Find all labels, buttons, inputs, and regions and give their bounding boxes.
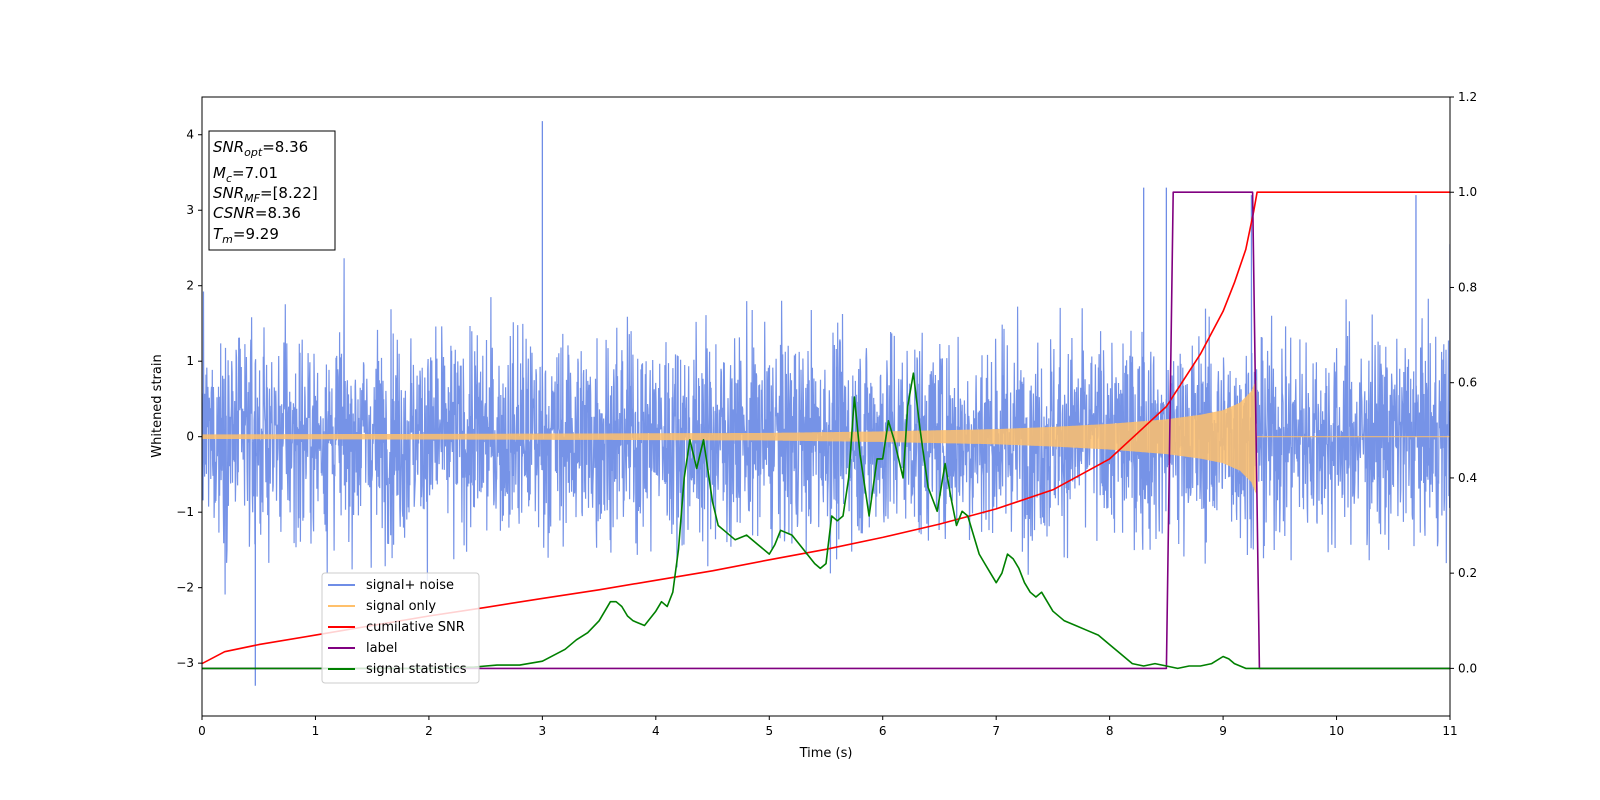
x-tick-label: 10 (1329, 724, 1344, 738)
legend-entry-label: signal statistics (366, 662, 467, 677)
axes: 0 1 2 3 4 5 6 7 8 9 10 11 −3 −2 −1 0 1 2 3 4 0.0 0.2 0.4 0.6 0.8… (176, 90, 1477, 738)
y-tick-label: −3 (176, 656, 194, 670)
info-sub: m (222, 233, 233, 246)
y2-tick-label: 0.4 (1458, 471, 1477, 485)
info-snr-opt: SNRopt=8.36 (213, 138, 308, 159)
y2-tick-label: 0.8 (1458, 280, 1477, 294)
y2-tick-label: 1.2 (1458, 90, 1477, 104)
y-tick-label: 2 (186, 279, 194, 293)
info-var: SNR (213, 138, 244, 156)
info-var: CSNR (213, 204, 255, 222)
info-mc: Mc=7.01 (213, 164, 278, 185)
info-csnr: CSNR=8.36 (213, 204, 301, 222)
x-tick-label: 9 (1219, 724, 1227, 738)
legend-entry-label: cumilative SNR (366, 620, 465, 635)
series-signal-statistics (202, 372, 1450, 670)
legend-entry-label: label (366, 641, 397, 656)
series-signal-noise (202, 258, 1450, 595)
info-sub: opt (244, 146, 263, 159)
plot-frame (201, 96, 1451, 717)
legend-frame (321, 572, 480, 684)
y-tick-label: 1 (186, 354, 194, 368)
info-sub: c (226, 172, 232, 185)
info-sub: MF (244, 192, 260, 205)
info-value: =9.29 (233, 225, 279, 243)
x-axis-label: Time (s) (799, 746, 853, 761)
legend: signal+ noise signal only cumilative SNR la… (321, 572, 480, 684)
x-tick-label: 6 (879, 724, 887, 738)
y-tick-label: −1 (176, 505, 194, 519)
x-tick-label: 0 (198, 724, 206, 738)
info-value: =[8.22] (260, 184, 318, 202)
y-tick-label: 0 (186, 430, 194, 444)
x-tick-label: 2 (425, 724, 433, 738)
y2-tick-label: 0.0 (1458, 661, 1477, 675)
y2-tick-label: 0.2 (1458, 566, 1477, 580)
x-tick-label: 7 (992, 724, 1000, 738)
info-value: =8.36 (262, 138, 308, 156)
legend-entry-label: signal+ noise (366, 578, 454, 593)
y-tick-label: −2 (176, 581, 194, 595)
info-value: =8.36 (255, 204, 301, 222)
info-box-frame (208, 130, 336, 251)
x-tick-label: 11 (1442, 724, 1457, 738)
y-tick-label: 4 (186, 128, 194, 142)
y-axis-label: Whitened strain (150, 354, 165, 457)
info-var: M (213, 164, 226, 182)
series-signal-only (202, 380, 1450, 494)
info-value: =7.01 (232, 164, 278, 182)
x-tick-label: 4 (652, 724, 660, 738)
x-tick-label: 1 (312, 724, 320, 738)
info-var: T (213, 225, 224, 243)
y2-tick-label: 1.0 (1458, 185, 1477, 199)
info-box: SNRopt=8.36Mc=7.01SNRMF=[8.22]CSNR=8.36T… (208, 130, 336, 251)
y2-tick-label: 0.6 (1458, 376, 1477, 390)
info-var: SNR (213, 184, 244, 202)
x-tick-label: 8 (1106, 724, 1114, 738)
y-tick-label: 3 (186, 203, 194, 217)
info-snr-mf: SNRMF=[8.22] (213, 184, 318, 205)
x-tick-label: 5 (765, 724, 773, 738)
x-tick-label: 3 (539, 724, 547, 738)
plot-area (202, 121, 1450, 686)
legend-entry-label: signal only (366, 599, 436, 614)
info-tm: Tm=9.29 (213, 225, 279, 246)
